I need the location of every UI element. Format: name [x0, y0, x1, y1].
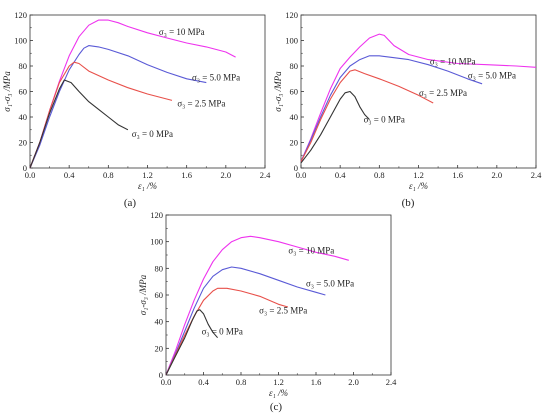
y-tick-label: 100 — [14, 36, 27, 46]
x-tick-label: 0.4 — [64, 170, 75, 180]
series-label: σ₃ = 5.0 MPa — [468, 71, 516, 81]
x-tick-label: 0.4 — [335, 170, 346, 180]
y-tick-label: 20 — [290, 138, 299, 148]
series-label: σ₃ = 5.0 MPa — [306, 279, 354, 289]
y-tick-label: 80 — [155, 263, 164, 273]
series-line — [300, 33, 537, 162]
x-tick-label: 2.4 — [260, 170, 271, 180]
series-label: σ₃ = 10 MPa — [430, 57, 476, 67]
x-tick-label: 2.0 — [348, 377, 359, 387]
y-tick-label: 80 — [290, 61, 299, 71]
y-tick-label: 120 — [285, 10, 298, 20]
chart-panel-c: 0.0 0.4 0.8 1.2 1.6 2.0 2.4 0 20 40 60 80 100 120 ε₁ /… — [138, 210, 397, 413]
x-tick-label: 1.2 — [142, 170, 153, 180]
y-tick-label: 0 — [294, 163, 298, 173]
series-line — [29, 19, 236, 169]
series-label: σ₃ = 2.5 MPa — [177, 99, 225, 109]
y-axis-title: σ₁-σ₃ /MPa — [138, 274, 148, 315]
series-line — [300, 69, 434, 162]
y-tick-label: 0 — [159, 370, 163, 380]
y-axis-title: σ₁-σ₃ /MPa — [2, 71, 12, 112]
x-tick-label: 1.2 — [413, 170, 424, 180]
x-tick-label: 0.8 — [374, 170, 385, 180]
y-tick-label: 20 — [155, 343, 164, 353]
y-tick-label: 60 — [290, 87, 299, 97]
series-label: σ₃ = 0 MPa — [202, 327, 243, 337]
y-tick-label: 40 — [19, 112, 28, 122]
x-tick-label: 2.0 — [492, 170, 503, 180]
x-tick-label: 0.4 — [198, 377, 209, 387]
y-axis-title: σ₁-σ₃ /MPa — [273, 71, 283, 112]
series-line — [300, 90, 370, 164]
series-label: σ₃ = 2.5 MPa — [259, 305, 307, 315]
y-tick-label: 0 — [23, 163, 27, 173]
x-tick-label: 0.8 — [103, 170, 114, 180]
y-tick-label: 60 — [19, 87, 28, 97]
series-label: σ₃ = 2.5 MPa — [419, 88, 467, 98]
series-label: σ₃ = 0 MPa — [364, 115, 405, 125]
series-line — [300, 55, 483, 162]
y-tick-label: 120 — [150, 210, 163, 220]
x-tick-label: 1.6 — [181, 170, 192, 180]
y-tick-label: 20 — [19, 138, 28, 148]
y-tick-label: 40 — [290, 112, 299, 122]
x-tick-label: 1.6 — [452, 170, 463, 180]
x-tick-label: 0.0 — [296, 170, 307, 180]
series-line — [29, 79, 129, 169]
series-line — [165, 287, 289, 376]
series-line — [29, 45, 207, 169]
y-tick-label: 80 — [19, 61, 28, 71]
y-tick-label: 60 — [155, 290, 164, 300]
x-tick-label: 0.0 — [161, 377, 172, 387]
x-tick-label: 2.4 — [386, 377, 397, 387]
x-tick-label: 0.0 — [25, 170, 36, 180]
series-line — [29, 61, 173, 169]
y-tick-label: 120 — [14, 10, 27, 20]
chart-panel-a: 0.0 0.4 0.8 1.2 1.6 2.0 2.4 0 20 40 60 80 100 120 ε₁ /… — [2, 10, 271, 209]
y-tick-label: 40 — [155, 317, 164, 327]
x-tick-label: 2.0 — [221, 170, 232, 180]
panel-label: (b) — [402, 197, 415, 209]
x-axis-title: ε₁ /% — [409, 181, 428, 191]
series-label: σ₃ = 10 MPa — [288, 245, 334, 255]
x-tick-label: 0.8 — [236, 377, 247, 387]
panel-label: (a) — [124, 197, 137, 209]
x-axis-title: ε₁ /% — [138, 181, 157, 191]
series-line — [165, 309, 219, 376]
series-line — [165, 235, 349, 376]
series-label: σ₃ = 0 MPa — [132, 129, 173, 139]
chart-panel-b: 0.0 0.4 0.8 1.2 1.6 2.0 2.4 0 20 40 60 80 100 120 ε₁ /… — [273, 10, 542, 209]
panel-label: (c) — [270, 401, 283, 413]
plot-frame — [29, 14, 266, 169]
x-tick-label: 1.6 — [311, 377, 322, 387]
x-axis-title: ε₁ /% — [269, 388, 288, 398]
x-tick-label: 2.4 — [531, 170, 542, 180]
series-line — [165, 266, 326, 376]
y-tick-label: 100 — [150, 237, 163, 247]
x-tick-label: 1.2 — [273, 377, 284, 387]
y-tick-label: 100 — [285, 36, 298, 46]
series-label: σ₃ = 10 MPa — [159, 27, 205, 37]
series-label: σ₃ = 5.0 MPa — [192, 72, 240, 82]
